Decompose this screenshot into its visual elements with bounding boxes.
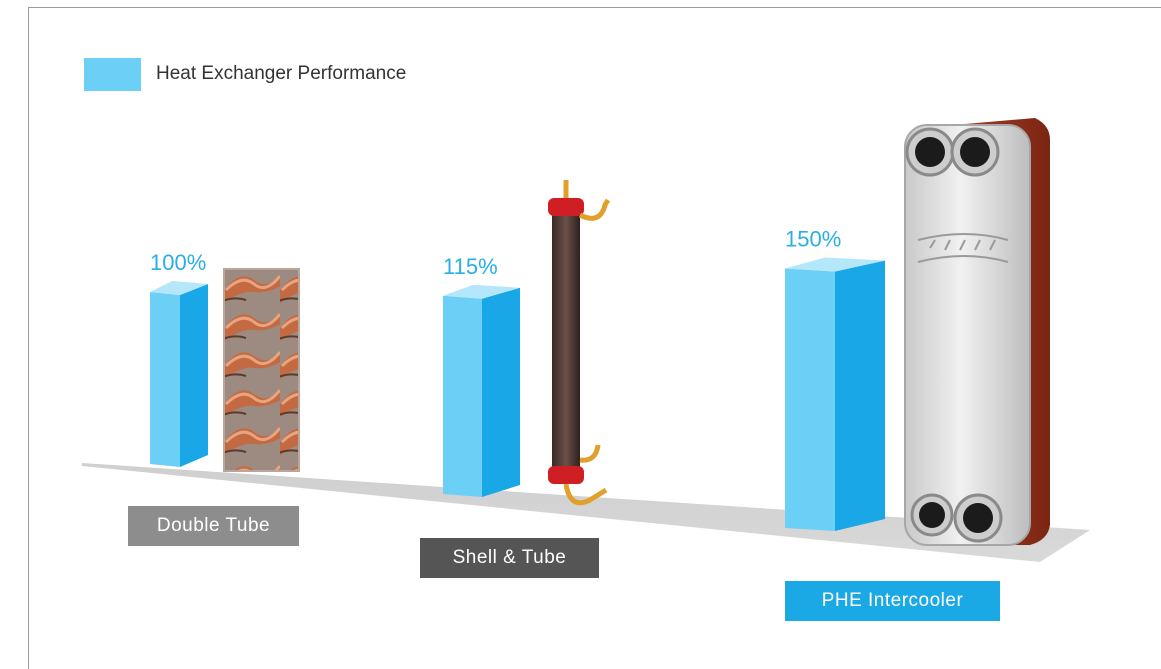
shell-and-tube-exchanger-icon — [548, 180, 611, 506]
bar-top — [785, 257, 885, 272]
plate-heat-exchanger-icon — [904, 118, 1050, 546]
value-label-double-tube: 100% — [150, 250, 206, 275]
legend: Heat Exchanger Performance — [84, 56, 406, 92]
legend-swatch — [84, 57, 141, 91]
legend-label: Heat Exchanger Performance — [156, 63, 407, 84]
value-label-phe-intercooler: 150% — [785, 227, 841, 252]
category-label-shell-and-tube: Shell & Tube — [420, 538, 599, 578]
bar-double-tube: 100% — [150, 250, 208, 467]
bar-side — [482, 287, 520, 497]
value-label-shell-and-tube: 115% — [443, 254, 498, 279]
bar-top — [150, 281, 208, 295]
bar-side — [835, 260, 885, 531]
bar-front — [443, 295, 482, 497]
bar-front — [150, 292, 180, 467]
copper-tube-icon — [223, 268, 300, 472]
bar-front — [785, 268, 835, 531]
bar-side — [180, 284, 208, 467]
bar-phe-intercooler: 150% — [785, 227, 885, 531]
category-label-double-tube: Double Tube — [128, 506, 299, 546]
bar-shell-and-tube: 115% — [443, 254, 520, 497]
category-label-phe-intercooler: PHE Intercooler — [785, 581, 1000, 621]
chart-frame — [28, 7, 1161, 669]
chart-floor — [82, 463, 1090, 562]
bar-top — [443, 284, 520, 299]
